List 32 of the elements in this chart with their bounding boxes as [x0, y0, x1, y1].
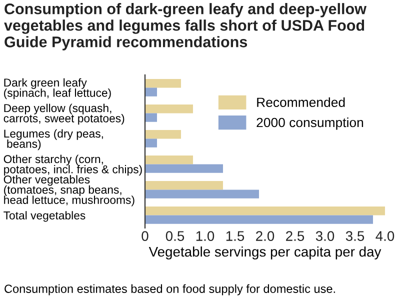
bar [145, 156, 193, 164]
y-tick-label: Total vegetables [4, 211, 86, 222]
bar [145, 104, 193, 114]
x-tick-label: 4.0 [376, 231, 394, 241]
y-tick-label: Other starchy (corn, potatoes, incl. fries & chips) [4, 154, 142, 176]
x-tick-label: 0.5 [166, 231, 184, 241]
chart-title: Consumption of dark-green leafy and deep-yellow vegetables and legumes falls short of USDA Food Guide Pyramid recommendations [4, 3, 367, 50]
bar [145, 206, 385, 216]
y-tick-label: Dark green leafy (spinach, leaf lettuce) [4, 78, 111, 100]
x-tick-label: 3.0 [316, 231, 334, 241]
bar [145, 113, 157, 122]
y-tick-label: Legumes (dry peas, beans) [4, 129, 103, 150]
x-tick-label: 2.0 [256, 231, 274, 241]
x-tick-label: 2.5 [286, 231, 304, 241]
bar [145, 164, 223, 173]
x-tick-label: 1.0 [196, 231, 214, 241]
legend-label: Recommended [257, 97, 345, 108]
bar [145, 181, 223, 190]
x-tick-label: 3.5 [346, 231, 364, 241]
bar [145, 88, 157, 96]
bar [145, 215, 373, 224]
y-tick-label: Other vegetables (tomatoes, snap beans, head lettuce, mushrooms) [4, 175, 134, 206]
text: Consumption estimates based on food supply for domestic use. [4, 284, 335, 296]
bar [145, 138, 157, 148]
y-tick-label: Deep yellow (squash, carrots, sweet potatoes) [4, 104, 124, 125]
bar [145, 130, 181, 139]
x-tick-label: 1.5 [226, 231, 244, 241]
bar [145, 190, 259, 198]
x-axis-title: Vegetable servings per capita per day [148, 246, 382, 260]
bar [145, 79, 181, 88]
x-tick-label: 0 [142, 231, 148, 241]
legend-label: 2000 consumption [256, 117, 364, 130]
